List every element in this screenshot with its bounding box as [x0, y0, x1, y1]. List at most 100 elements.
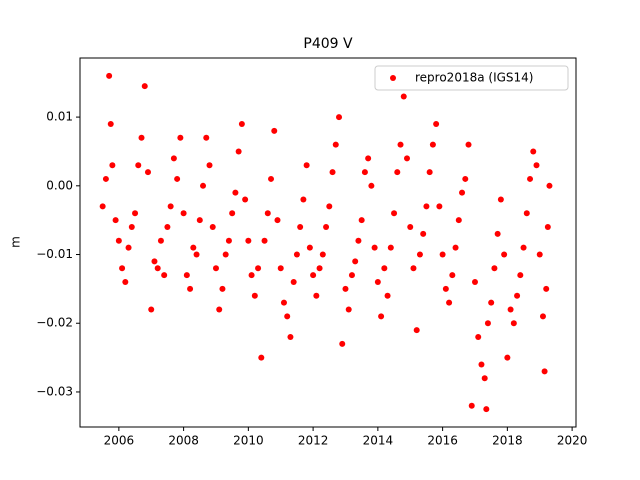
y-tick-label: 0.01: [46, 110, 73, 124]
point: [112, 217, 119, 224]
point: [135, 162, 142, 169]
point: [216, 306, 223, 313]
point: [274, 217, 281, 224]
point: [520, 244, 527, 251]
point: [442, 285, 449, 292]
point: [190, 244, 197, 251]
point: [336, 114, 343, 121]
point: [471, 279, 478, 286]
x-tick-label: 2008: [168, 434, 199, 448]
point: [138, 134, 145, 141]
point: [374, 279, 381, 286]
point: [339, 340, 346, 347]
point: [403, 155, 410, 162]
y-tick-label: −0.01: [36, 247, 73, 261]
point: [310, 272, 317, 279]
legend-label: repro2018a (IGS14): [415, 71, 533, 85]
x-tick-label: 2018: [492, 434, 523, 448]
point: [238, 120, 245, 127]
x-tick-label: 2016: [427, 434, 458, 448]
y-tick-label: −0.02: [36, 316, 73, 330]
y-tick-label: 0.00: [46, 178, 73, 192]
y-axis-label: m: [9, 236, 23, 248]
point: [459, 189, 466, 196]
point: [543, 285, 550, 292]
point: [452, 244, 459, 251]
x-tick-label: 2020: [557, 434, 588, 448]
point: [212, 265, 219, 272]
point: [251, 292, 258, 299]
chart-title: P409 V: [303, 36, 353, 52]
point: [232, 189, 239, 196]
point: [245, 237, 252, 244]
point: [144, 169, 151, 176]
point: [530, 148, 537, 155]
point: [193, 251, 200, 258]
point: [248, 272, 255, 279]
point: [261, 237, 268, 244]
point: [546, 182, 553, 189]
point: [219, 285, 226, 292]
point: [128, 224, 135, 231]
point: [484, 320, 491, 327]
point: [384, 292, 391, 299]
point: [258, 354, 265, 361]
point: [196, 217, 203, 224]
point: [151, 258, 158, 265]
point: [413, 327, 420, 334]
point: [264, 210, 271, 217]
point: [290, 279, 297, 286]
point: [410, 265, 417, 272]
point: [313, 292, 320, 299]
point: [541, 368, 548, 375]
point: [242, 196, 249, 203]
point: [355, 237, 362, 244]
x-tick-label: 2010: [233, 434, 264, 448]
point: [420, 230, 427, 237]
point: [439, 251, 446, 258]
point: [497, 196, 504, 203]
point: [154, 265, 161, 272]
point: [407, 224, 414, 231]
point: [180, 210, 187, 217]
point: [352, 258, 359, 265]
point: [177, 134, 184, 141]
point: [329, 169, 336, 176]
point: [148, 306, 155, 313]
point: [326, 203, 333, 210]
point: [433, 120, 440, 127]
point: [109, 162, 116, 169]
point: [481, 375, 488, 382]
point: [287, 333, 294, 340]
point: [455, 217, 462, 224]
point: [539, 313, 546, 320]
point: [462, 175, 469, 182]
point: [488, 299, 495, 306]
point: [200, 182, 207, 189]
point: [107, 120, 114, 127]
point: [203, 134, 210, 141]
point: [348, 272, 355, 279]
point: [358, 217, 365, 224]
point: [527, 175, 534, 182]
point: [391, 210, 398, 217]
point: [277, 265, 284, 272]
point: [423, 203, 430, 210]
point: [449, 272, 456, 279]
point: [293, 251, 300, 258]
point: [536, 251, 543, 258]
legend-marker: [390, 75, 396, 81]
point: [416, 251, 423, 258]
point: [345, 306, 352, 313]
point: [119, 265, 126, 272]
point: [316, 265, 323, 272]
point: [533, 162, 540, 169]
point: [378, 313, 385, 320]
point: [368, 182, 375, 189]
point: [501, 251, 508, 258]
point: [271, 127, 278, 134]
point: [483, 406, 490, 413]
point: [510, 320, 517, 327]
x-tick-label: 2012: [298, 434, 329, 448]
